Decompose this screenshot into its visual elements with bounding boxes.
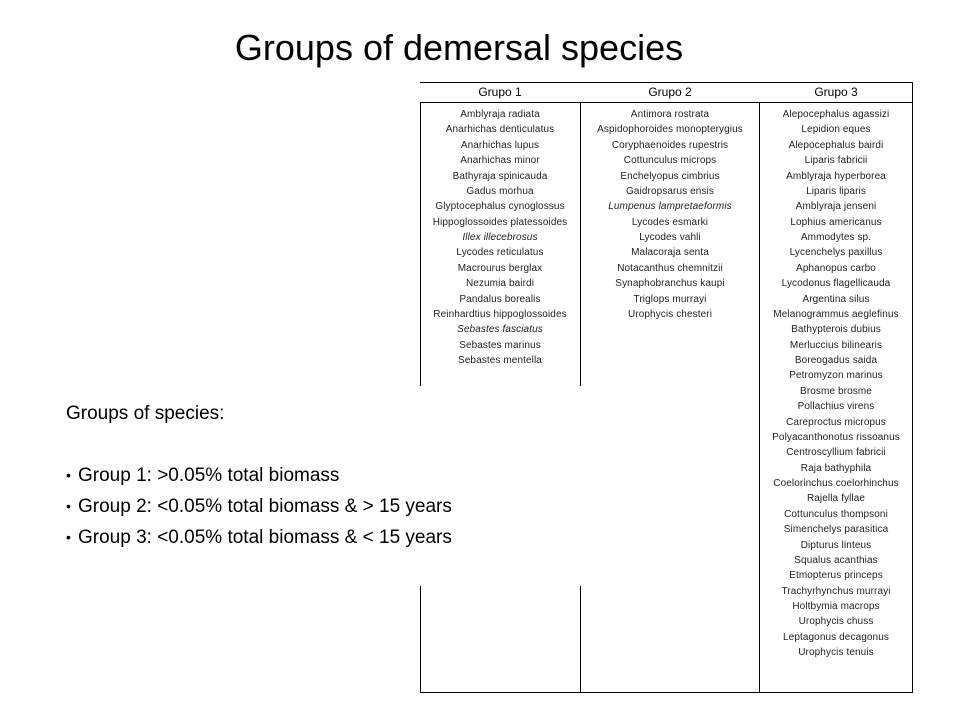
species-item: Urophycis tenuis	[798, 647, 874, 659]
species-item: Urophycis chuss	[798, 616, 874, 628]
notes-bullet-group-2: Group 2: <0.05% total biomass & > 15 yea…	[66, 491, 452, 522]
species-item: Antimora rostrata	[630, 109, 710, 120]
species-item: Petromyzon marinus	[789, 370, 883, 382]
species-item: Raja bathyphila	[800, 462, 872, 474]
species-item: Boreogadus saida	[794, 355, 878, 366]
species-item: Pollachius virens	[797, 401, 875, 413]
species-item: Cottunculus microps	[623, 155, 717, 167]
species-item: Amblyraja radiata	[460, 109, 540, 120]
notes-bullet-group-3: Group 3: <0.05% total biomass & < 15 yea…	[66, 522, 452, 553]
species-item: Notacanthus chemnitzii	[617, 262, 723, 274]
species-item: Bathyraja spinicauda	[452, 170, 548, 182]
species-item: Careproctus micropus	[786, 416, 886, 428]
table-header-grupo-2: Grupo 2	[648, 85, 692, 99]
species-item: Urophycis chesteri	[627, 308, 713, 320]
species-item: Lepidion eques	[801, 124, 871, 136]
species-item: Hippoglossoides platessoides	[432, 216, 568, 228]
species-item: Lycodonus flagellicauda	[781, 278, 891, 290]
species-item: Coelorinchus coelorhinchus	[773, 478, 899, 489]
species-item: Gaidropsarus ensis	[626, 185, 714, 197]
species-item: Polyacanthonotus rissoanus	[772, 431, 900, 443]
table-divider-2	[759, 102, 760, 693]
species-item: Sebastes mentella	[458, 355, 542, 366]
species-item: Bathypterois dubius	[791, 324, 881, 336]
species-item: Leptagonus decagonus	[783, 631, 889, 643]
table-divider-right	[912, 82, 913, 693]
species-item: Lophius americanus	[790, 216, 882, 228]
grupo-3-species-list: Alepocephalus agassizi Lepidion eques Alep…	[760, 107, 912, 661]
notes-heading: Groups of species:	[66, 403, 225, 424]
species-item: Amblyraja jenseni	[795, 201, 877, 213]
species-item: Enchelyopus cimbrius	[620, 170, 720, 182]
species-item: Argentina silus	[802, 293, 870, 305]
species-item: Liparis fabricii	[804, 155, 868, 167]
species-item: Trachyrhynchus murrayi	[781, 585, 891, 597]
species-item: Gadus morhua	[466, 185, 534, 197]
species-item: Malacoraja senta	[631, 247, 709, 259]
species-item: Sebastes fasciatus	[457, 324, 543, 336]
species-item: Illex illecebrosus	[462, 232, 538, 243]
slide-title: Groups of demersal species	[234, 27, 684, 68]
species-item: Macrourus berglax	[457, 262, 543, 274]
table-bottom-rule	[420, 692, 913, 693]
grupo-2-species-list: Antimora rostrata Aspidophoroides monopte…	[581, 107, 759, 322]
species-item: Melanogrammus aeglefinus	[773, 308, 899, 320]
species-item: Centroscyllium fabricii	[786, 447, 886, 459]
table-header-grupo-1: Grupo 1	[478, 85, 522, 99]
species-item: Brosme brosme	[800, 385, 872, 397]
species-item: Etmopterus princeps	[789, 570, 883, 582]
species-item: Alepocephalus bairdi	[788, 139, 884, 151]
species-item: Coryphaenoides rupestris	[611, 139, 729, 151]
species-item: Nezumia bairdi	[465, 278, 535, 290]
species-item: Rajella fyllae	[806, 493, 866, 505]
species-item: Alepocephalus agassizi	[782, 109, 890, 120]
species-item: Triglops murrayi	[633, 293, 707, 305]
table-header-rule	[420, 102, 913, 103]
species-item: Sebastes marinus	[459, 339, 541, 351]
table-top-rule	[420, 82, 913, 83]
species-item: Anarhichas denticulatus	[445, 124, 555, 136]
species-item: Merluccius bilinearis	[789, 339, 883, 351]
species-item: Squalus acanthias	[794, 554, 878, 566]
table-header-grupo-3: Grupo 3	[814, 85, 858, 99]
species-item: Anarhichas lupus	[460, 139, 540, 151]
species-item: Pandalus borealis	[459, 293, 541, 305]
species-item: Lycenchelys paxillus	[789, 247, 883, 259]
species-item: Cottunculus thompsoni	[784, 508, 888, 520]
species-item: Synaphobranchus kaupi	[615, 278, 725, 290]
groups-notes: Groups of species: Group 1: >0.05% total…	[66, 398, 452, 553]
species-item: Dipturus linteus	[800, 539, 872, 551]
species-item: Reinhardtius hippoglossoides	[433, 308, 567, 320]
notes-bullet-group-1: Group 1: >0.05% total biomass	[66, 460, 452, 491]
species-item: Holtbymia macrops	[792, 601, 880, 612]
species-item: Lumpenus lampretaeformis	[608, 201, 732, 213]
species-item: Anarhichas minor	[460, 155, 540, 167]
species-item: Simenchelys parasitica	[783, 524, 889, 536]
grupo-1-species-list: Amblyraja radiata Anarhichas denticulatus…	[420, 107, 580, 368]
species-item: Aspidophoroides monopterygius	[597, 124, 743, 136]
species-item: Amblyraja hyperborea	[786, 170, 886, 182]
species-item: Glyptocephalus cynoglossus	[435, 201, 565, 213]
species-item: Aphanopus carbo	[796, 262, 876, 274]
species-item: Lycodes esmarki	[631, 216, 709, 228]
species-item: Lycodes vahli	[639, 232, 701, 243]
species-item: Ammodytes sp.	[800, 232, 872, 243]
species-item: Lycodes reticulatus	[456, 247, 544, 259]
species-item: Liparis liparis	[806, 185, 866, 197]
